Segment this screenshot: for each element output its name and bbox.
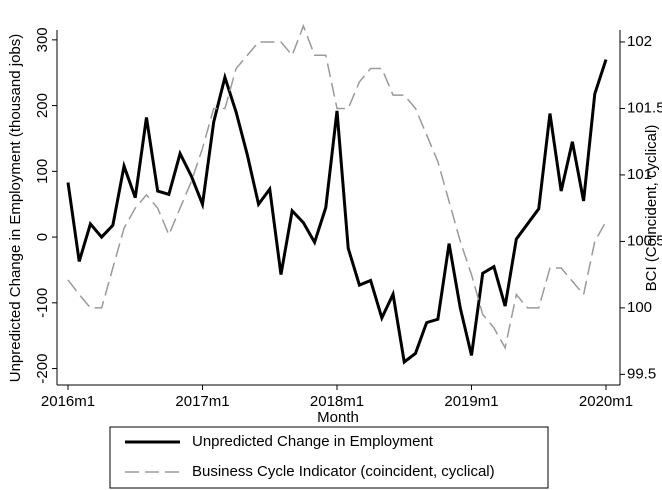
y-tick-label: 100 <box>34 159 51 184</box>
x-tick-label: 2019m1 <box>444 393 498 410</box>
y-tick-label: -100 <box>34 288 51 318</box>
y2-tick-label: 101.5 <box>627 99 662 116</box>
y-tick-label: 200 <box>34 93 51 118</box>
legend-label: Business Cycle Indicator (coincident, cy… <box>192 463 495 480</box>
x-tick-label: 2018m1 <box>310 393 364 410</box>
legend <box>109 426 549 489</box>
y-tick-label: -200 <box>34 354 51 384</box>
y2-tick-label: 101 <box>627 166 652 183</box>
y-tick-label: 300 <box>34 27 51 52</box>
y2-tick-label: 100.5 <box>627 232 662 249</box>
series-line <box>66 59 608 365</box>
series-line <box>67 23 607 350</box>
y-axis-label: Unpredicted Change in Employment (thousa… <box>7 34 24 383</box>
x-axis-label: Month <box>317 409 359 426</box>
y-tick-label: 0 <box>34 233 51 241</box>
y2-tick-label: 100 <box>627 299 652 316</box>
y2-tick-label: 99.5 <box>627 365 656 382</box>
legend-label: Unpredicted Change in Employment <box>192 433 434 450</box>
x-tick-label: 2017m1 <box>175 393 229 410</box>
y2-tick-label: 102 <box>627 33 652 50</box>
y2-axis-label: BCI (Coincident, cyclical) <box>643 125 660 292</box>
x-tick-label: 2020m1 <box>579 393 633 410</box>
x-tick-label: 2016m1 <box>41 393 95 410</box>
